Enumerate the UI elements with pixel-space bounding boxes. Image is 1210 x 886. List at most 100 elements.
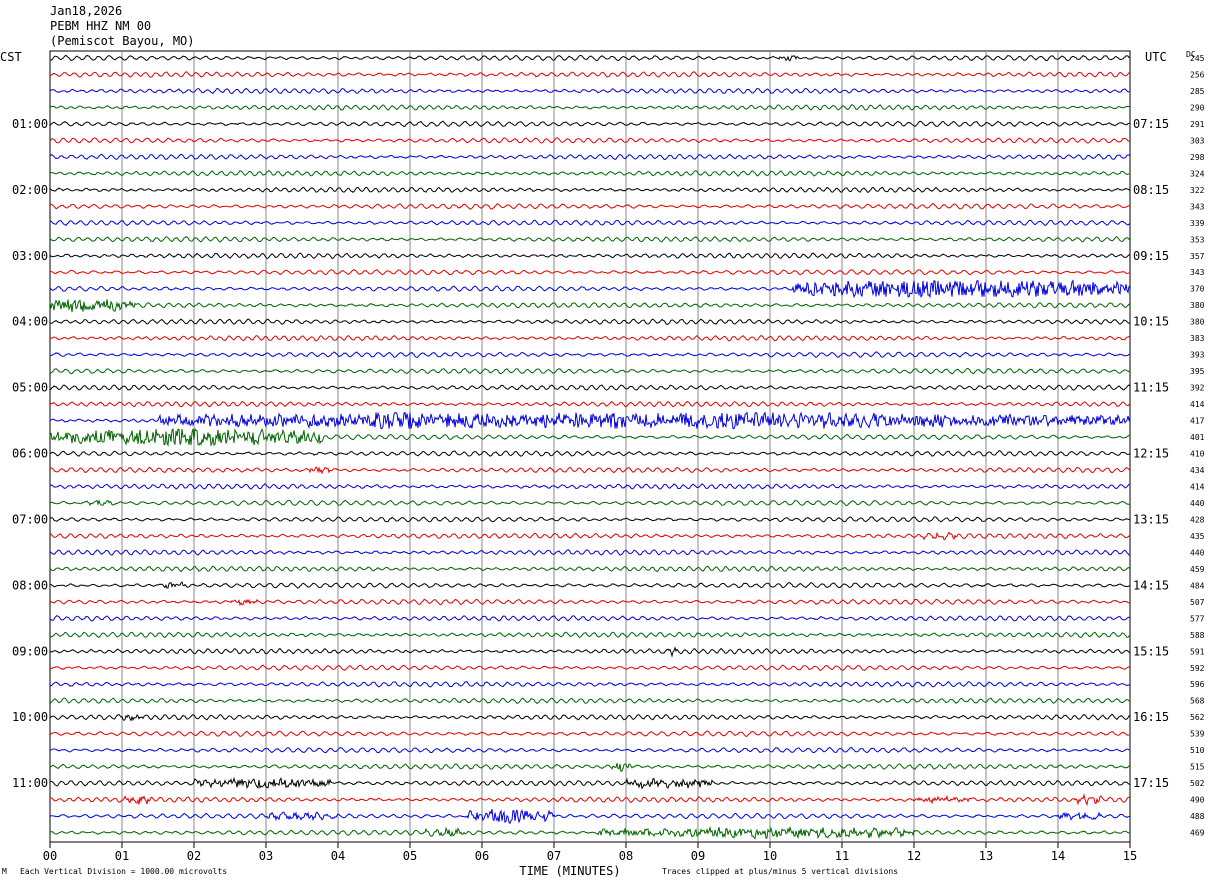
scale-note: Each Vertical Division = 1000.00 microvo…: [20, 867, 228, 876]
left-hour-label: 11:00: [12, 776, 48, 790]
x-tick-label: 01: [115, 849, 129, 863]
left-hour-label: 04:00: [12, 315, 48, 329]
left-hour-label: 01:00: [12, 117, 48, 131]
trace-line: [49, 466, 1131, 475]
trace-line: [49, 646, 1131, 658]
x-tick-label: 09: [691, 849, 705, 863]
trace-line: [49, 400, 1131, 408]
left-hour-label: 03:00: [12, 249, 48, 263]
trace-line: [49, 279, 1131, 299]
dc-offset-label: 393: [1190, 351, 1205, 360]
corner-mark: M: [2, 867, 7, 876]
x-tick-label: 05: [403, 849, 417, 863]
station-id: PEBM HHZ NM 00: [50, 19, 152, 33]
right-hour-label: 09:15: [1133, 249, 1169, 263]
dc-offset-label: 562: [1190, 713, 1205, 722]
trace-line: [49, 236, 1131, 243]
dc-offset-label: 488: [1190, 812, 1205, 821]
trace-line: [49, 153, 1131, 161]
left-hour-label: 06:00: [12, 447, 48, 461]
clip-note: Traces clipped at plus/minus 5 vertical …: [662, 867, 899, 876]
dc-offset-label: 291: [1190, 120, 1205, 129]
x-tick-label: 04: [331, 849, 345, 863]
x-tick-label: 12: [907, 849, 921, 863]
trace-line: [49, 411, 1131, 430]
dc-offset-label: 401: [1190, 433, 1205, 442]
trace-line: [49, 427, 1131, 447]
dc-offset-label: 440: [1190, 499, 1205, 508]
trace-line: [49, 792, 1131, 807]
dc-offset-label: 591: [1190, 647, 1205, 656]
trace-line: [49, 450, 1131, 457]
trace-line: [49, 169, 1131, 177]
right-hour-label: 13:15: [1133, 512, 1169, 526]
left-hour-label: 08:00: [12, 578, 48, 592]
station-location: (Pemiscot Bayou, MO): [50, 34, 195, 48]
dc-offset-label: 357: [1190, 252, 1205, 261]
dc-offset-label: 298: [1190, 153, 1205, 162]
trace-line: [49, 203, 1131, 210]
trace-line: [49, 120, 1131, 128]
right-hour-label: 07:15: [1133, 117, 1169, 131]
x-tick-label: 11: [835, 849, 849, 863]
trace-line: [49, 219, 1131, 227]
dc-offset-label: 435: [1190, 532, 1205, 541]
dc-offset-label: 417: [1190, 417, 1205, 426]
dc-offset-label: 592: [1190, 664, 1205, 673]
dc-offset-label: 410: [1190, 450, 1205, 459]
dc-offset-label: 256: [1190, 70, 1205, 79]
dc-offset-label: 353: [1190, 235, 1205, 244]
left-timezone-label: CST: [0, 50, 22, 64]
trace-line: [49, 367, 1131, 375]
trace-line: [49, 615, 1131, 622]
trace-line: [49, 87, 1131, 95]
trace-line: [49, 137, 1131, 144]
trace-line: [49, 730, 1131, 737]
left-hour-label: 07:00: [12, 512, 48, 526]
right-hour-label: 14:15: [1133, 578, 1169, 592]
dc-offset-label: 502: [1190, 779, 1205, 788]
x-tick-label: 02: [187, 849, 201, 863]
dc-offset-label: 414: [1190, 482, 1205, 491]
dc-offset-label: 343: [1190, 268, 1205, 277]
left-hour-label: 09:00: [12, 644, 48, 658]
dc-offset-label: 577: [1190, 614, 1205, 623]
trace-line: [49, 299, 1131, 313]
dc-offset-label: 245: [1190, 54, 1205, 63]
dc-offset-label: 490: [1190, 796, 1205, 805]
x-tick-label: 14: [1051, 849, 1065, 863]
dc-offset-label: 290: [1190, 103, 1205, 112]
trace-line: [49, 808, 1131, 825]
dc-offset-label: 428: [1190, 515, 1205, 524]
trace-line: [49, 531, 1131, 541]
trace-line: [49, 713, 1131, 722]
dc-offset-label: 303: [1190, 136, 1205, 145]
trace-line: [49, 825, 1131, 840]
dc-offset-label: 370: [1190, 285, 1205, 294]
trace-line: [49, 103, 1131, 111]
dc-offset-label: 539: [1190, 730, 1205, 739]
x-tick-label: 10: [763, 849, 777, 863]
trace-line: [49, 581, 1131, 589]
trace-line: [49, 483, 1131, 490]
dc-offset-label: 324: [1190, 169, 1205, 178]
trace-line: [49, 384, 1131, 391]
dc-offset-label: 343: [1190, 202, 1205, 211]
trace-line: [49, 631, 1131, 639]
trace-line: [49, 318, 1131, 326]
right-hour-label: 11:15: [1133, 381, 1169, 395]
trace-line: [49, 549, 1131, 556]
dc-offset-label: 469: [1190, 829, 1205, 838]
trace-line: [49, 746, 1131, 754]
dc-offset-label: 285: [1190, 87, 1205, 96]
dc-column-label: DC: [1186, 50, 1196, 59]
trace-line: [49, 186, 1131, 194]
dc-offset-label: 459: [1190, 565, 1205, 574]
trace-line: [49, 598, 1131, 607]
trace-line: [49, 763, 1131, 773]
x-tick-label: 13: [979, 849, 993, 863]
dc-offset-label: 380: [1190, 301, 1205, 310]
x-tick-label: 08: [619, 849, 633, 863]
trace-line: [49, 681, 1131, 688]
